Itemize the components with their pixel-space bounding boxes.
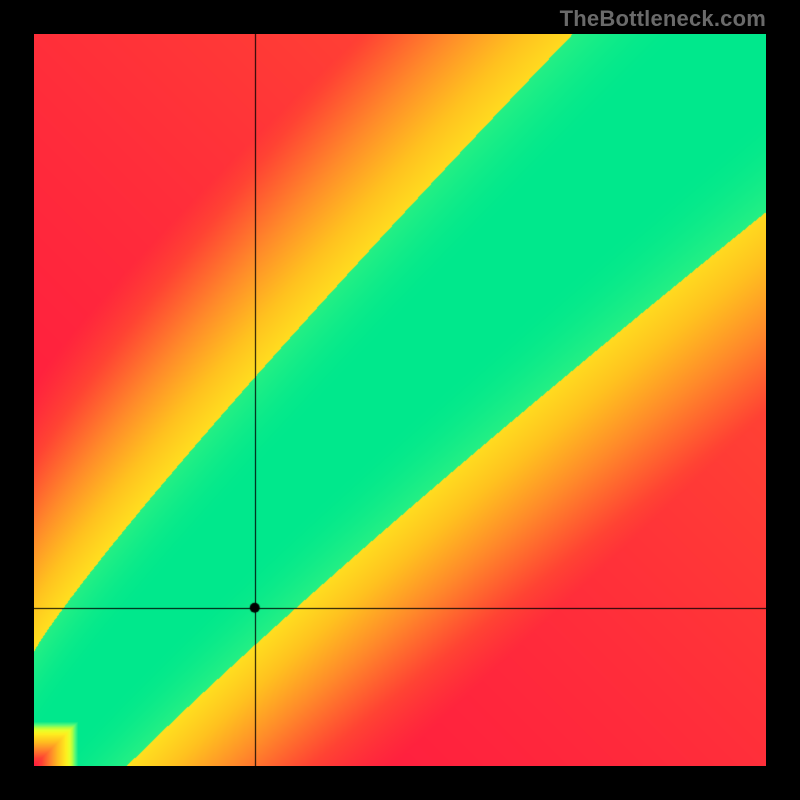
watermark-text: TheBottleneck.com bbox=[560, 6, 766, 32]
heatmap-canvas bbox=[34, 34, 766, 766]
heatmap-plot bbox=[34, 34, 766, 766]
